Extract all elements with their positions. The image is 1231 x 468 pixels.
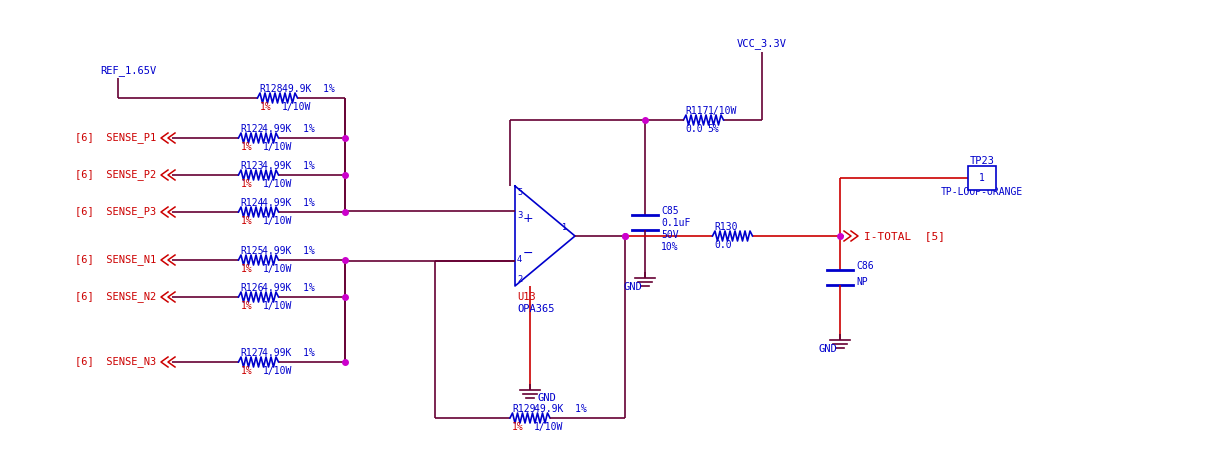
Text: 1%: 1% — [240, 142, 252, 152]
Text: 49.9K  1%: 49.9K 1% — [282, 84, 335, 94]
Text: R129: R129 — [512, 404, 535, 414]
Text: 1%: 1% — [260, 102, 271, 112]
Text: 0.1uF: 0.1uF — [661, 218, 691, 228]
Text: 1/10W: 1/10W — [534, 422, 564, 432]
Text: R122: R122 — [240, 124, 263, 134]
Text: 1: 1 — [561, 223, 566, 232]
Text: 1/10W: 1/10W — [262, 179, 292, 189]
Text: 1/10W: 1/10W — [262, 366, 292, 376]
Text: [6]  SENSE_P3: [6] SENSE_P3 — [75, 206, 156, 218]
Text: +: + — [523, 212, 533, 225]
Text: 49.9K  1%: 49.9K 1% — [534, 404, 587, 414]
Text: R126: R126 — [240, 283, 263, 293]
Text: [6]  SENSE_N1: [6] SENSE_N1 — [75, 255, 156, 265]
Text: TP23: TP23 — [970, 156, 995, 166]
Text: 3: 3 — [517, 211, 522, 219]
Text: GND: GND — [538, 393, 556, 403]
Text: [6]  SENSE_N2: [6] SENSE_N2 — [75, 292, 156, 302]
Text: GND: GND — [819, 344, 837, 354]
Text: R124: R124 — [240, 198, 263, 208]
Text: C86: C86 — [856, 261, 874, 271]
Text: 1%: 1% — [512, 422, 523, 432]
Text: R130: R130 — [714, 222, 739, 232]
Text: GND: GND — [624, 282, 643, 292]
Text: R123: R123 — [240, 161, 263, 171]
Text: VCC_3.3V: VCC_3.3V — [737, 38, 787, 49]
Text: R117: R117 — [686, 106, 709, 116]
Text: I-TOTAL  [5]: I-TOTAL [5] — [864, 231, 945, 241]
Text: 1/10W: 1/10W — [282, 102, 311, 112]
Text: C85: C85 — [661, 206, 678, 216]
Text: 1: 1 — [979, 173, 985, 183]
Text: 1/10W: 1/10W — [262, 264, 292, 274]
Text: 4.99K  1%: 4.99K 1% — [262, 246, 315, 256]
Text: [6]  SENSE_P1: [6] SENSE_P1 — [75, 132, 156, 144]
Text: 1/10W: 1/10W — [262, 216, 292, 226]
Text: 4.99K  1%: 4.99K 1% — [262, 348, 315, 358]
Text: [6]  SENSE_N3: [6] SENSE_N3 — [75, 357, 156, 367]
Text: R128: R128 — [260, 84, 283, 94]
Text: [6]  SENSE_P2: [6] SENSE_P2 — [75, 169, 156, 181]
Text: OPA365: OPA365 — [517, 304, 554, 314]
Text: 1%: 1% — [240, 366, 252, 376]
Text: 5%: 5% — [708, 124, 719, 134]
Text: −: − — [523, 247, 533, 260]
Text: 2: 2 — [517, 275, 522, 284]
Text: 1%: 1% — [240, 264, 252, 274]
Text: R127: R127 — [240, 348, 263, 358]
Text: 10%: 10% — [661, 242, 678, 252]
Text: 4.99K  1%: 4.99K 1% — [262, 283, 315, 293]
Text: REF_1.65V: REF_1.65V — [100, 65, 156, 76]
Text: 1/10W: 1/10W — [262, 142, 292, 152]
Text: 1/10W: 1/10W — [708, 106, 737, 116]
Text: 1%: 1% — [240, 301, 252, 311]
Text: 50V: 50V — [661, 230, 678, 240]
Text: 4.99K  1%: 4.99K 1% — [262, 124, 315, 134]
Text: 5: 5 — [517, 188, 522, 197]
Text: TP-LOOP-ORANGE: TP-LOOP-ORANGE — [940, 187, 1023, 197]
Text: 4: 4 — [517, 256, 522, 264]
Text: 1/10W: 1/10W — [262, 301, 292, 311]
Text: 1%: 1% — [240, 179, 252, 189]
Text: 4.99K  1%: 4.99K 1% — [262, 161, 315, 171]
Bar — [968, 166, 996, 190]
Text: U13: U13 — [517, 292, 535, 302]
Text: R125: R125 — [240, 246, 263, 256]
Text: NP: NP — [856, 277, 868, 287]
Text: 1%: 1% — [240, 216, 252, 226]
Text: 4.99K  1%: 4.99K 1% — [262, 198, 315, 208]
Text: 0.0: 0.0 — [686, 124, 703, 134]
Text: 0.0: 0.0 — [714, 240, 732, 250]
